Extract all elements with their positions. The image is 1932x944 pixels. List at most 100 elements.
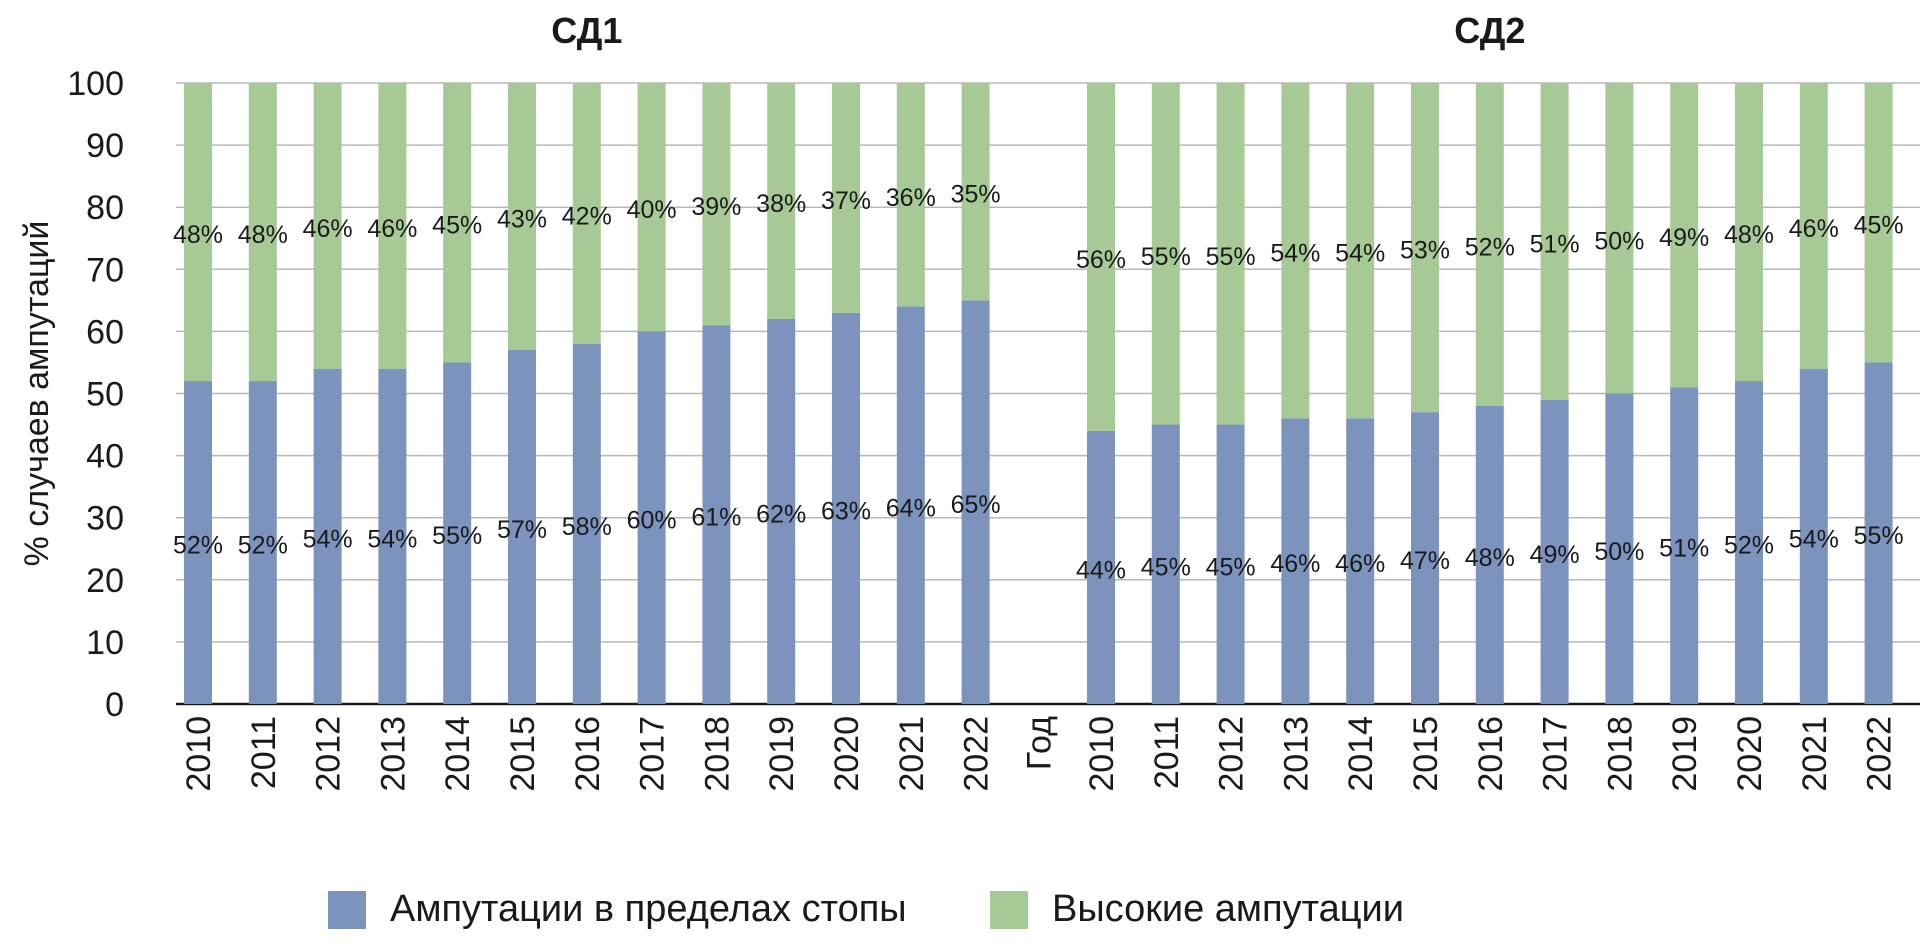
x-tick-label: 2019 — [763, 716, 801, 792]
data-label-foot: 50% — [1594, 538, 1644, 566]
bar-foot-2021-p1 — [896, 306, 925, 704]
data-label-foot: 45% — [1141, 553, 1191, 581]
bar-high-2021-p2 — [1799, 83, 1828, 369]
legend-swatch-high — [990, 890, 1028, 929]
y-tick-label: 0 — [105, 686, 124, 724]
data-label-high: 48% — [238, 221, 288, 249]
legend-label-foot: Ампутации в пределах стопы — [390, 888, 907, 930]
bar-high-2016-p2 — [1475, 83, 1504, 406]
bar-high-2020-p2 — [1735, 83, 1763, 382]
data-label-foot: 46% — [1335, 550, 1385, 578]
data-label-foot: 44% — [1076, 556, 1126, 584]
bar-foot-2019-p2 — [1670, 387, 1699, 704]
x-tick-label: 2015 — [504, 716, 542, 792]
bar-foot-2017-p1 — [637, 331, 666, 704]
bar-foot-2010-p2 — [1087, 430, 1115, 704]
x-separator-label: Год — [1020, 716, 1058, 770]
bar-foot-2015-p2 — [1411, 412, 1439, 704]
x-tick-label: 2014 — [1342, 716, 1380, 792]
data-label-foot: 54% — [1789, 525, 1839, 553]
x-tick-label: 2010 — [1083, 716, 1121, 792]
data-label-high: 52% — [1465, 233, 1515, 261]
x-tick-label: 2016 — [1472, 716, 1510, 792]
bar-high-2012-p2 — [1216, 83, 1245, 425]
bar-foot-2022-p1 — [961, 300, 990, 704]
data-label-foot: 60% — [627, 507, 677, 535]
data-label-foot: 52% — [173, 532, 223, 560]
x-tick-label: 2014 — [439, 716, 477, 792]
legend: Ампутации в пределах стопы Высокие ампут… — [0, 888, 1932, 944]
bar-foot-2021-p2 — [1799, 368, 1828, 704]
data-label-high: 48% — [1724, 221, 1774, 249]
x-tick-label: 2020 — [1731, 716, 1769, 792]
data-label-high: 46% — [1789, 215, 1839, 243]
x-tick-label: 2020 — [828, 716, 866, 792]
bar-foot-2016-p1 — [572, 343, 601, 704]
bar-foot-2022-p2 — [1864, 362, 1893, 704]
data-label-foot: 55% — [432, 522, 482, 550]
bar-foot-2016-p2 — [1475, 405, 1504, 704]
x-tick-label: 2017 — [634, 716, 672, 792]
bar-foot-2018-p2 — [1605, 393, 1634, 704]
bar-foot-2019-p1 — [767, 318, 796, 704]
data-label-high: 37% — [821, 187, 871, 215]
data-label-high: 49% — [1659, 224, 1709, 252]
bar-foot-2012-p2 — [1216, 424, 1245, 704]
data-label-foot: 62% — [756, 500, 806, 528]
x-tick-label: 2012 — [310, 716, 348, 792]
bar-high-2017-p1 — [637, 83, 666, 332]
y-tick-label: 70 — [86, 251, 124, 289]
bar-high-2017-p2 — [1540, 83, 1569, 400]
x-tick-label: 2011 — [1148, 716, 1186, 789]
bar-high-2015-p2 — [1411, 83, 1439, 413]
y-tick-label: 60 — [86, 313, 124, 351]
y-tick-label: 40 — [86, 438, 124, 476]
data-label-foot: 48% — [1465, 544, 1515, 572]
y-tick-label: 30 — [86, 500, 124, 538]
bar-foot-2020-p2 — [1735, 381, 1763, 704]
x-tick-label: 2010 — [180, 716, 218, 792]
y-tick-label: 90 — [86, 127, 124, 165]
x-tick-label: 2016 — [569, 716, 607, 792]
data-label-high: 35% — [951, 181, 1001, 209]
data-label-high: 36% — [886, 184, 936, 212]
data-label-high: 54% — [1270, 240, 1320, 268]
data-label-foot: 54% — [367, 525, 417, 553]
bar-high-2015-p1 — [508, 83, 536, 351]
bar-foot-2020-p1 — [832, 312, 860, 704]
data-label-high: 46% — [367, 215, 417, 243]
bar-foot-2011-p1 — [248, 381, 277, 704]
data-label-foot: 52% — [1724, 532, 1774, 560]
bar-foot-2013-p1 — [378, 368, 407, 704]
bar-high-2010-p2 — [1087, 83, 1115, 431]
data-label-foot: 47% — [1400, 547, 1450, 575]
bar-high-2021-p1 — [896, 83, 925, 307]
data-label-high: 50% — [1594, 227, 1644, 255]
data-label-foot: 61% — [691, 504, 741, 532]
x-tick-label: 2018 — [1601, 716, 1639, 792]
bar-high-2013-p1 — [378, 83, 407, 369]
panel-title-1: СД1 — [551, 10, 622, 51]
bar-foot-2013-p2 — [1281, 418, 1310, 704]
bar-high-2018-p2 — [1605, 83, 1634, 394]
bar-high-2016-p1 — [572, 83, 601, 344]
bar-foot-2014-p2 — [1346, 418, 1375, 704]
y-tick-label: 80 — [86, 189, 124, 227]
data-label-foot: 45% — [1206, 553, 1256, 581]
bar-high-2014-p1 — [443, 83, 472, 363]
data-label-high: 43% — [497, 206, 547, 234]
data-label-foot: 49% — [1530, 541, 1580, 569]
legend-label-high: Высокие ампутации — [1052, 888, 1404, 930]
x-tick-label: 2018 — [698, 716, 736, 792]
bar-high-2019-p1 — [767, 83, 796, 319]
bar-high-2014-p2 — [1346, 83, 1375, 419]
legend-item-high: Высокие ампутации — [990, 888, 1404, 931]
bar-high-2018-p1 — [702, 83, 731, 326]
data-label-foot: 52% — [238, 532, 288, 560]
data-label-high: 42% — [562, 202, 612, 230]
data-label-foot: 64% — [886, 494, 936, 522]
x-tick-label: 2017 — [1537, 716, 1575, 792]
x-tick-label: 2021 — [893, 716, 931, 792]
y-tick-label: 20 — [86, 562, 124, 600]
